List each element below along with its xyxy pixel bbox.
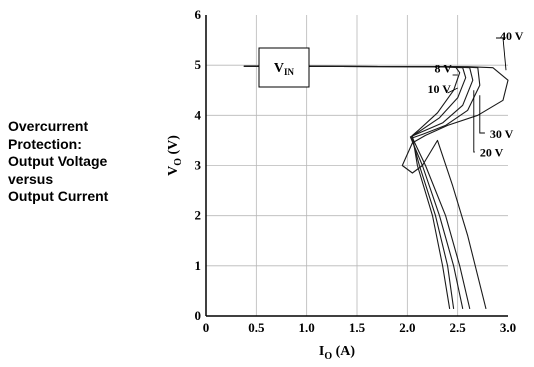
y-tick-label: 1 xyxy=(195,258,202,273)
curve-annotation: 30 V xyxy=(490,127,514,141)
x-tick-label: 0.5 xyxy=(248,320,265,335)
curve-annotation: 8 V xyxy=(435,62,453,76)
x-axis-title-main: I xyxy=(319,344,324,359)
series-group xyxy=(243,65,509,310)
y-axis-title-sub: O xyxy=(173,158,184,166)
x-axis-title: IO (A) xyxy=(319,344,356,362)
series-line-20v xyxy=(243,65,474,310)
caption-line: Overcurrent xyxy=(8,118,89,134)
chart-side-caption: Overcurrent Protection: Output Voltage v… xyxy=(8,118,168,206)
curve-annotation: 10 V xyxy=(427,82,451,96)
annotation-leader-line xyxy=(447,87,458,94)
vin-box-label: VIN xyxy=(274,61,295,77)
y-tick-label: 4 xyxy=(195,107,202,122)
y-tick-label: 6 xyxy=(195,7,202,22)
tick-labels: 0 0.5 1.0 1.5 2.0 2.5 3.0 0 1 2 3 4 5 6 xyxy=(195,7,517,335)
vin-legend-box: VIN xyxy=(258,47,310,88)
grid xyxy=(205,15,508,317)
y-tick-label: 5 xyxy=(195,57,202,72)
series-line-8v xyxy=(243,65,461,310)
y-tick-label: 2 xyxy=(195,208,202,223)
annotation-leader-line xyxy=(479,95,485,134)
vin-box-frame xyxy=(258,47,310,88)
annotation-leader-line xyxy=(473,90,475,153)
y-axis-title-main: V xyxy=(166,166,181,176)
series-line-30v xyxy=(243,65,481,310)
series-line-40v xyxy=(243,65,509,310)
caption-line: Protection: xyxy=(8,135,82,152)
x-tick-label: 2.0 xyxy=(399,320,415,335)
y-tick-label: 0 xyxy=(195,308,202,323)
vin-label-main: V xyxy=(274,61,284,76)
caption-line: versus xyxy=(8,170,54,187)
y-tick-label: 3 xyxy=(195,158,202,173)
annotations-group: 40 V 8 V 10 V 30 V 20 V xyxy=(427,29,523,159)
x-axis-title-sub: O xyxy=(324,351,332,362)
vin-label-sub: IN xyxy=(284,67,295,77)
curve-annotation: 40 V xyxy=(500,29,524,43)
annotation-leader-line xyxy=(496,37,507,71)
x-tick-label: 0 xyxy=(203,320,210,335)
x-tick-label: 2.5 xyxy=(450,320,467,335)
caption-line: Output Voltage xyxy=(8,153,108,169)
x-tick-label: 3.0 xyxy=(500,320,516,335)
x-tick-label: 1.5 xyxy=(349,320,366,335)
x-axis-title-unit: (A) xyxy=(332,344,355,359)
x-tick-label: 1.0 xyxy=(299,320,315,335)
curve-annotation: 20 V xyxy=(480,145,504,159)
axis-titles: IO (A)VO (V) xyxy=(166,135,355,362)
y-axis-title: VO (V) xyxy=(166,135,184,176)
caption-line: Output Current xyxy=(8,188,109,204)
y-axis-title-unit: (V) xyxy=(166,135,181,158)
series-line-10v xyxy=(243,65,467,310)
